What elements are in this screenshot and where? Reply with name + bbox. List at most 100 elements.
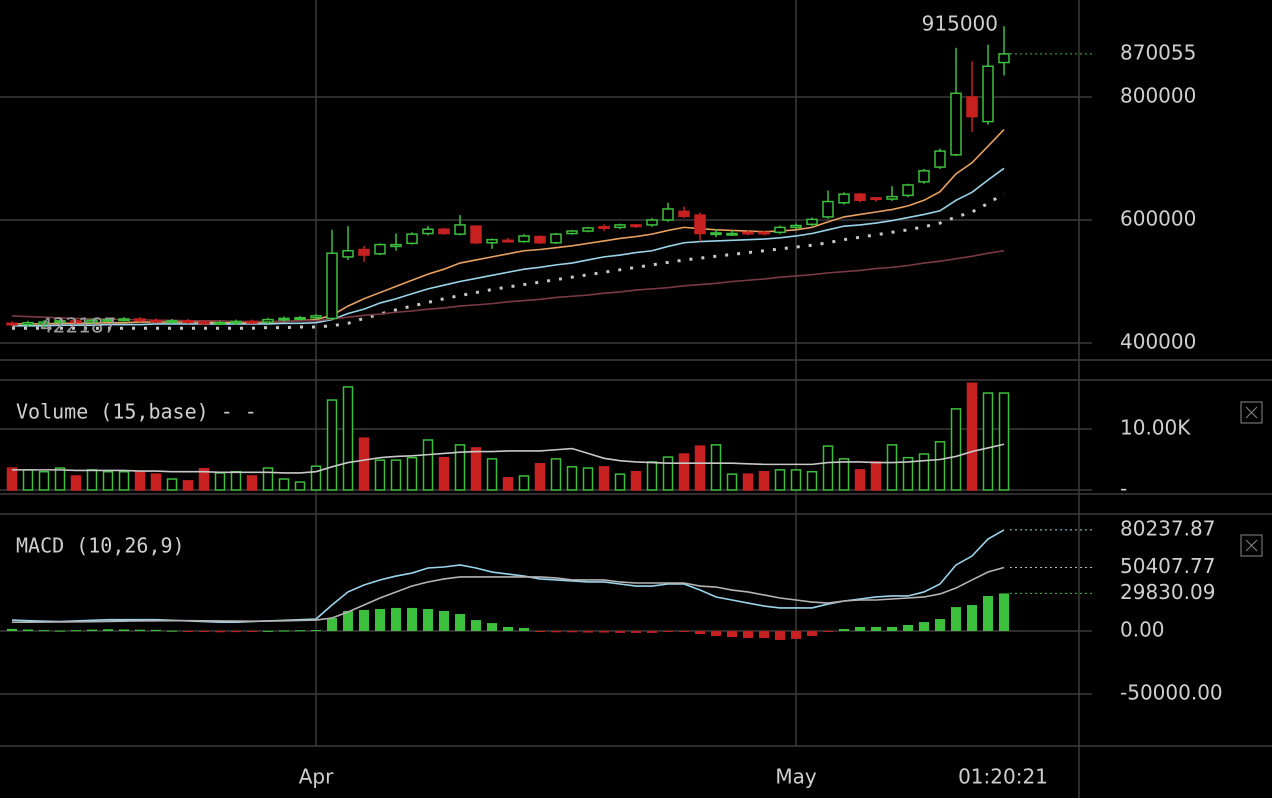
candle-body (694, 214, 706, 235)
histogram-bar (439, 610, 449, 631)
y-tick-label: -50000.00 (1120, 681, 1223, 705)
candle-body (518, 235, 530, 243)
volume-bar (54, 467, 66, 491)
y-tick-label: 10.00K (1120, 416, 1191, 440)
histogram-bar (503, 626, 513, 631)
last-value-label: 29830.09 (1120, 580, 1215, 604)
histogram-bar (839, 628, 849, 631)
candle-body (6, 322, 18, 326)
histogram-bar (423, 608, 433, 631)
volume-bar (630, 470, 642, 491)
y-tick-label: 400000 (1120, 329, 1196, 353)
min-low-label: 422187 (40, 314, 116, 338)
volume-bar (502, 477, 514, 491)
candle-body (550, 233, 562, 244)
candle-body (406, 233, 418, 245)
histogram-bar (135, 629, 145, 631)
candle-body (278, 317, 290, 321)
candle-body (966, 96, 978, 118)
histogram-bar (279, 630, 289, 632)
histogram-bar (215, 630, 225, 633)
histogram-bar (231, 630, 241, 633)
last-value-label: 870055 (1120, 40, 1196, 64)
line (12, 167, 1005, 327)
histogram-bar (359, 609, 369, 631)
candle-body (454, 224, 466, 235)
candle-body (54, 320, 66, 324)
volume-bar (438, 456, 450, 491)
candle-body (358, 248, 370, 256)
histogram-bar (903, 624, 913, 631)
histogram-bar (647, 630, 657, 633)
histogram-bar (103, 629, 113, 631)
histogram-bar (39, 630, 49, 632)
candle-body (566, 230, 578, 235)
volume-bar (214, 472, 226, 491)
volume-bar (758, 470, 770, 491)
volume-bar (838, 458, 850, 491)
volume-bar (182, 480, 194, 491)
volume-bar (534, 463, 546, 491)
histogram-bar (295, 630, 305, 632)
candle-body (646, 219, 658, 226)
histogram-bar (487, 623, 497, 631)
candle-body (742, 231, 754, 235)
histogram-bar (167, 630, 177, 632)
volume-bar (150, 473, 162, 491)
histogram-bar (663, 630, 673, 633)
histogram-bar (87, 629, 97, 631)
volume-bar (710, 444, 722, 491)
candle-body (198, 321, 210, 325)
candle-body (246, 320, 258, 324)
volume-bar (518, 475, 530, 491)
candle-body (486, 238, 498, 244)
histogram-bar (7, 628, 17, 631)
candle-body (678, 210, 690, 218)
line (12, 192, 1005, 330)
volume-bar (310, 465, 322, 491)
candle-body (774, 226, 786, 234)
histogram-bar (55, 630, 65, 632)
y-tick-label: 800000 (1120, 83, 1196, 107)
volume-bar (726, 473, 738, 491)
histogram-bar (919, 622, 929, 631)
title-backdrop (8, 530, 210, 562)
histogram-bar (455, 613, 465, 631)
histogram-bar (407, 607, 417, 631)
volume-bar (854, 469, 866, 491)
candle-body (230, 320, 242, 324)
histogram-bar (951, 607, 961, 631)
volume-bar (918, 453, 930, 491)
volume-bar (406, 456, 418, 491)
histogram-bar (855, 626, 865, 631)
close-button[interactable] (1240, 401, 1263, 424)
candle-body (790, 224, 802, 229)
volume-bar (678, 453, 690, 491)
candle-body (294, 317, 306, 321)
histogram-bar (343, 610, 353, 631)
histogram-bar (183, 630, 193, 632)
candle-body (918, 170, 930, 183)
histogram-bar (199, 630, 209, 632)
grid-layer (0, 0, 1092, 746)
histogram-bar (119, 629, 129, 631)
candle-body (806, 218, 818, 226)
candle-body (598, 226, 610, 230)
macd-title: MACD (10,26,9) (16, 534, 185, 558)
line (12, 443, 1005, 474)
volume-bar (374, 459, 386, 491)
volume-bar (70, 475, 82, 491)
close-button[interactable] (1240, 534, 1263, 557)
histogram-bar (471, 620, 481, 631)
volume-bar (134, 470, 146, 491)
volume-bar (870, 461, 882, 491)
volume-bar (22, 469, 34, 491)
volume-bar (198, 467, 210, 491)
volume-bar (566, 466, 578, 491)
candle-body (118, 318, 130, 322)
histogram-bar (583, 630, 593, 633)
candle-body (22, 321, 34, 326)
volume-bar (934, 441, 946, 491)
histogram-bar (151, 629, 161, 631)
volume-bar (278, 478, 290, 491)
